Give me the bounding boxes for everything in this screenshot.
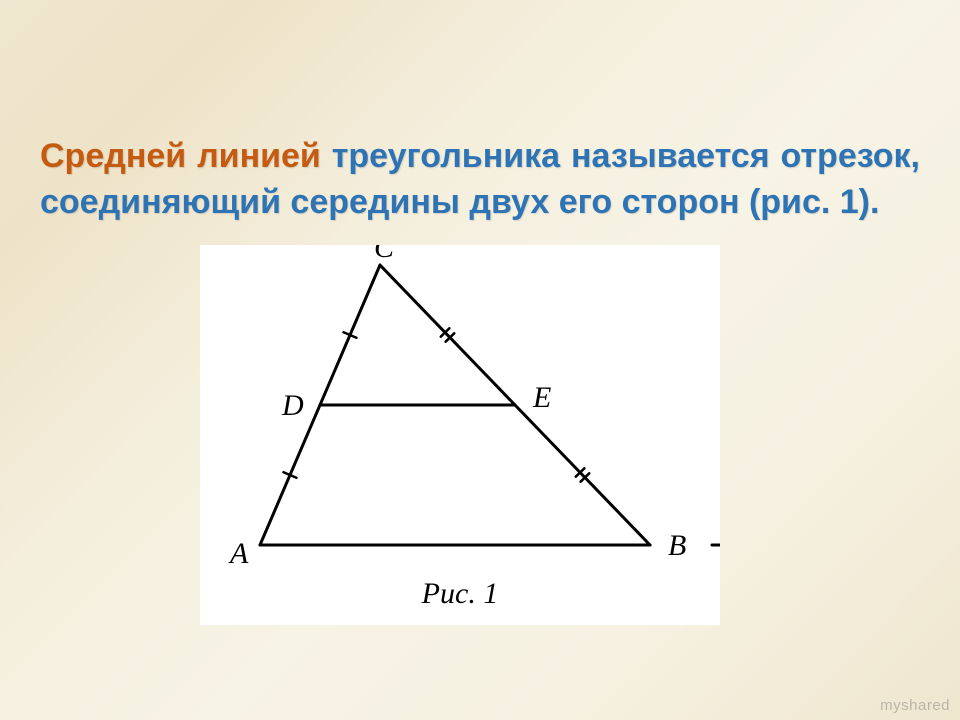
figure-triangle: A B C D E Рис. 1 bbox=[200, 245, 720, 625]
definition-text: Средней линией треугольника называется о… bbox=[40, 134, 920, 226]
slide: Средней линией треугольника называется о… bbox=[0, 0, 960, 720]
svg-text:Рис. 1: Рис. 1 bbox=[421, 577, 499, 610]
svg-text:C: C bbox=[374, 245, 395, 264]
definition-emphasis: Средней линией bbox=[40, 137, 321, 175]
watermark: myshared bbox=[880, 697, 950, 714]
svg-text:E: E bbox=[532, 381, 551, 414]
svg-text:B: B bbox=[668, 529, 686, 562]
svg-text:A: A bbox=[228, 537, 249, 570]
svg-text:D: D bbox=[281, 389, 304, 422]
